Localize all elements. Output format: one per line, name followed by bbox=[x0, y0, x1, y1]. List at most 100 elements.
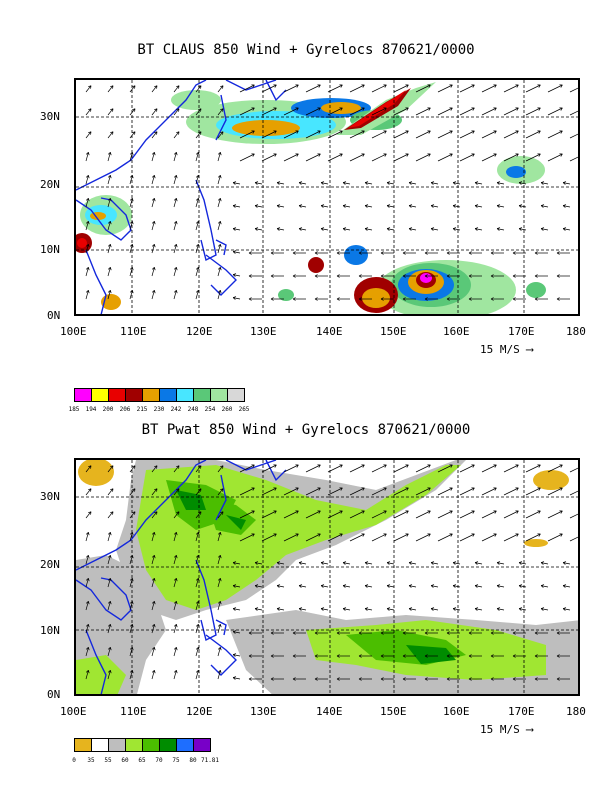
wind-arrowhead bbox=[217, 221, 222, 225]
wind-arrow bbox=[217, 244, 221, 254]
wind-arrowhead bbox=[364, 584, 369, 588]
wind-arrowhead bbox=[336, 274, 340, 278]
lat-label: 30N bbox=[40, 490, 60, 503]
wind-arrowhead bbox=[383, 153, 387, 157]
wind-arrowhead bbox=[232, 227, 237, 231]
wind-arrow bbox=[503, 84, 519, 93]
wind-arrow bbox=[217, 152, 221, 162]
wind-arrow bbox=[519, 608, 527, 611]
wind-arrowhead bbox=[292, 251, 296, 255]
wind-arrow bbox=[217, 511, 224, 519]
wind-arrow bbox=[481, 84, 497, 93]
wind-arrowhead bbox=[446, 251, 450, 255]
wind-arrowhead bbox=[232, 584, 237, 588]
lon-label: 180 bbox=[566, 325, 586, 338]
wind-arrowhead bbox=[195, 175, 200, 179]
wind-arrow bbox=[233, 182, 241, 185]
wind-arrow bbox=[459, 153, 475, 162]
wind-arrowhead bbox=[468, 654, 472, 658]
wind-arrowhead bbox=[452, 607, 457, 611]
wind-arrow bbox=[437, 533, 453, 542]
wind-arrowhead bbox=[317, 533, 321, 537]
wind-arrow bbox=[255, 585, 263, 588]
wind-arrowhead bbox=[430, 584, 435, 588]
wind-arrowhead bbox=[427, 533, 431, 537]
wind-arrowhead bbox=[493, 510, 497, 514]
wind-arrowhead bbox=[220, 85, 224, 89]
wind-arrowhead bbox=[232, 630, 237, 634]
wind-arrowhead bbox=[515, 153, 519, 157]
wind-arrow bbox=[475, 205, 483, 208]
wind-arrowhead bbox=[490, 297, 494, 301]
wind-arrowhead bbox=[386, 584, 391, 588]
wind-arrow bbox=[299, 228, 307, 231]
wind-arrow bbox=[195, 290, 199, 300]
wind-arrow bbox=[327, 107, 343, 116]
wind-arrow bbox=[217, 555, 221, 565]
wind-arrowhead bbox=[273, 107, 277, 111]
wind-arrowhead bbox=[88, 465, 92, 469]
claus-colorbar bbox=[74, 388, 245, 402]
wind-arrow bbox=[327, 533, 343, 542]
grid bbox=[76, 460, 578, 694]
wind-arrowhead bbox=[386, 204, 391, 208]
wind-arrowhead bbox=[342, 204, 347, 208]
wind-arrowhead bbox=[195, 555, 200, 559]
wind-arrow bbox=[151, 267, 155, 277]
wind-arrow bbox=[503, 487, 519, 496]
wind-arrowhead bbox=[336, 297, 340, 301]
wind-arrowhead bbox=[320, 584, 325, 588]
wind-arrow bbox=[85, 267, 89, 277]
wind-arrowhead bbox=[176, 108, 180, 112]
wind-arrow bbox=[415, 130, 431, 139]
wind-arrow bbox=[107, 578, 111, 588]
wind-arrowhead bbox=[342, 584, 347, 588]
wind-arrowhead bbox=[452, 204, 457, 208]
wind-arrow bbox=[321, 205, 329, 208]
wind-arrow bbox=[299, 562, 307, 565]
wind-arrowhead bbox=[490, 631, 494, 635]
wind-arrowhead bbox=[383, 107, 387, 111]
wind-arrowhead bbox=[270, 631, 274, 635]
wind-arrow bbox=[563, 608, 571, 611]
wind-arrow bbox=[547, 533, 563, 542]
wind-arrowhead bbox=[317, 464, 321, 468]
wind-arrowhead bbox=[540, 561, 545, 565]
lat-label: 10N bbox=[40, 243, 60, 256]
wind-arrow bbox=[151, 647, 155, 657]
wind-arrow bbox=[563, 562, 571, 565]
wind-arrowhead bbox=[198, 488, 202, 492]
wind-arrow bbox=[321, 608, 329, 611]
wind-arrow bbox=[541, 205, 549, 208]
wind-arrow bbox=[525, 107, 541, 116]
wind-arrow bbox=[497, 205, 505, 208]
wind-arrow bbox=[415, 107, 431, 116]
wind-arrowhead bbox=[430, 204, 435, 208]
wind-arrowhead bbox=[110, 108, 114, 112]
wind-arrow bbox=[151, 244, 155, 254]
wind-arrowhead bbox=[562, 181, 567, 185]
wind-arrowhead bbox=[468, 251, 472, 255]
wind-arrowhead bbox=[248, 251, 252, 255]
wind-arrow bbox=[393, 107, 409, 116]
wind-arrowhead bbox=[380, 654, 384, 658]
wind-arrow bbox=[173, 465, 180, 473]
wind-arrow bbox=[107, 108, 114, 116]
wind-arrow bbox=[343, 182, 351, 185]
wind-arrow bbox=[343, 205, 351, 208]
wind-arrowhead bbox=[449, 510, 453, 514]
wind-arrow bbox=[547, 510, 563, 519]
wind-arrowhead bbox=[85, 152, 90, 156]
wind-arrowhead bbox=[220, 465, 224, 469]
wind-arrowhead bbox=[361, 487, 365, 491]
wind-arrowhead bbox=[273, 533, 277, 537]
wind-arrowhead bbox=[559, 153, 563, 157]
wind-arrowhead bbox=[493, 153, 497, 157]
wind-arrow bbox=[547, 84, 563, 93]
wind-arrow bbox=[85, 465, 92, 473]
wind-arrowhead bbox=[251, 84, 255, 88]
wind-arrowhead bbox=[452, 227, 457, 231]
wind-arrowhead bbox=[173, 267, 178, 271]
lon-label: 170E bbox=[508, 705, 535, 718]
wind-arrow bbox=[305, 153, 321, 162]
